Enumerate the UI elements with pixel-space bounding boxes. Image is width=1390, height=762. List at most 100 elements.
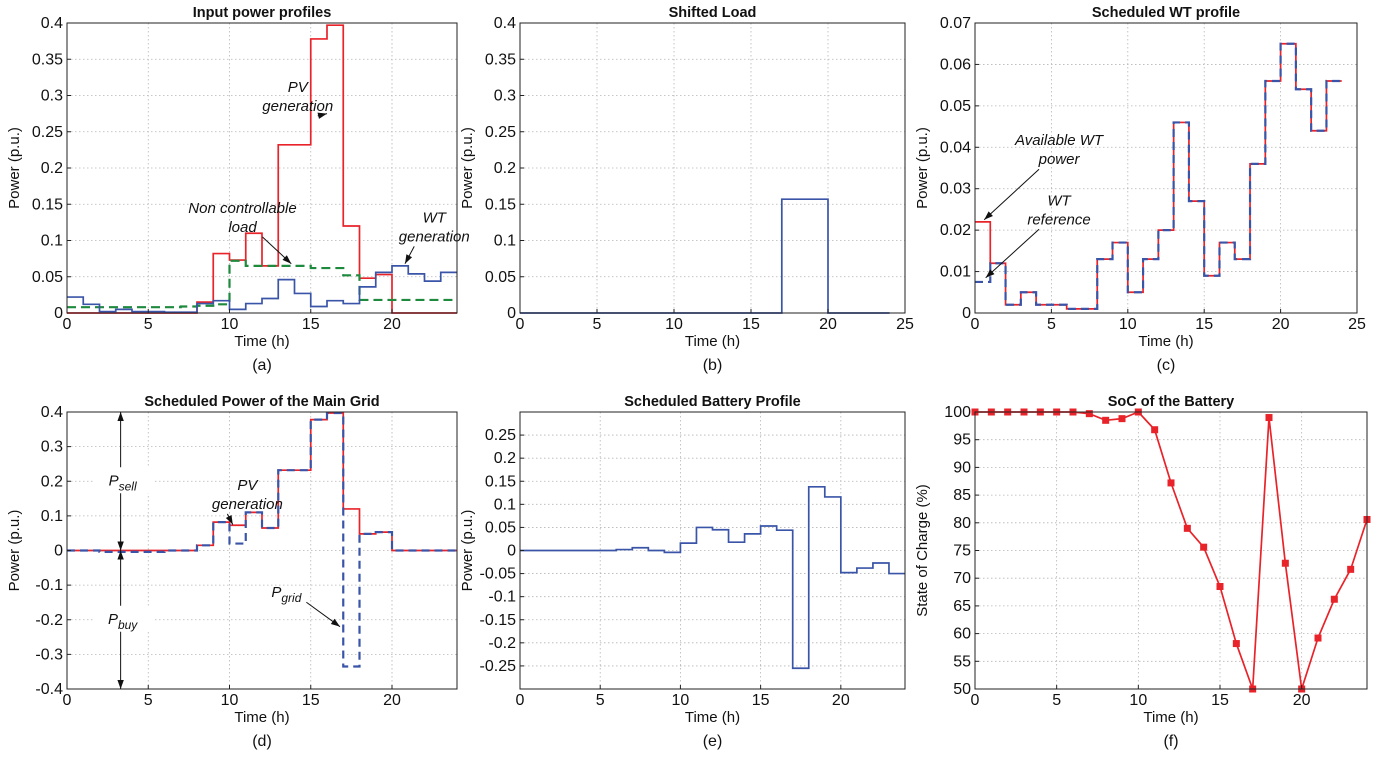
y-tick-label: 0: [507, 305, 516, 322]
range-label-background: [94, 467, 153, 494]
chart-title: Shifted Load: [669, 5, 757, 21]
chart-panel-c: 0 5 10 15 20 25 0 0.01 0.02 0.03 0.04 0.05 0.06 0.07 S…: [914, 5, 1366, 374]
y-tick-label: -0.2: [35, 612, 63, 629]
x-tick-label: 5: [1052, 692, 1061, 709]
x-axis-label: Time (h): [685, 333, 740, 350]
y-tick-label: 0.03: [940, 181, 971, 198]
y-axis-label: Power (p.u.): [6, 510, 23, 592]
y-tick-label: 0.07: [940, 15, 971, 32]
data-point-marker: [1183, 524, 1191, 532]
x-tick-label: 0: [971, 692, 980, 709]
x-tick-label: 0: [63, 316, 72, 333]
x-tick-label: 10: [1119, 316, 1137, 333]
annotation-arrow-head: [330, 618, 340, 627]
y-tick-label: 0.02: [940, 222, 971, 239]
x-axis-label: Time (h): [1138, 333, 1193, 350]
y-tick-label: 0.25: [32, 124, 63, 141]
y-tick-label: -0.15: [480, 612, 517, 629]
annotation-arrow-head: [225, 515, 233, 525]
x-axis-label: Time (h): [1143, 709, 1198, 726]
chart-panel-b: 0 5 10 15 20 25 0 0.05 0.1 0.15 0.2 0.25 0.3 0.35 0.4 S…: [459, 5, 914, 374]
range-label-background: [94, 605, 153, 632]
y-tick-label: -0.05: [480, 566, 517, 583]
y-tick-label: 0.35: [32, 51, 63, 68]
y-tick-label: 0.4: [41, 404, 63, 421]
y-tick-label: -0.25: [480, 658, 517, 675]
y-tick-label: 50: [953, 681, 971, 698]
annotation-text: Pgrid: [271, 584, 301, 605]
y-tick-label: 0.25: [485, 427, 516, 444]
x-tick-label: 5: [593, 316, 602, 333]
y-tick-label: 0.2: [41, 160, 63, 177]
y-tick-label: 0.04: [940, 139, 971, 156]
series-line-blue: [520, 485, 905, 670]
x-tick-label: 10: [221, 692, 239, 709]
annotation-arrow: [983, 168, 1040, 221]
y-tick-label: 0: [507, 543, 516, 560]
x-tick-label: 0: [516, 692, 525, 709]
y-tick-label: 0.3: [41, 88, 63, 105]
series-line-green: [67, 259, 457, 309]
panel-label: (e): [703, 733, 723, 750]
chart-panel-e: 0 5 10 15 20 -0.25 -0.2 -0.15 -0.1 -0.05 0 0.05 0.1 0…: [459, 394, 906, 750]
y-axis-label: Power (p.u.): [914, 127, 931, 209]
y-tick-label: 75: [953, 543, 971, 560]
y-tick-label: 0.2: [494, 160, 516, 177]
annotation-text: generation: [399, 228, 470, 245]
y-tick-label: 0.15: [485, 196, 516, 213]
x-tick-label: 10: [1129, 692, 1147, 709]
x-tick-label: 5: [144, 692, 153, 709]
annotation-arrow-head: [282, 255, 292, 264]
annotation-text: generation: [262, 98, 333, 115]
series-line-blue: [67, 265, 457, 314]
data-point-marker: [1265, 414, 1273, 422]
x-tick-label: 0: [63, 692, 72, 709]
y-tick-label: 55: [953, 653, 971, 670]
y-tick-label: -0.3: [35, 646, 63, 663]
chart-panel-a: 0 5 10 15 20 0 0.05 0.1 0.15 0.2 0.25 0.3 0.35 0.4 Inp…: [6, 5, 470, 374]
x-tick-label: 20: [832, 692, 850, 709]
panel-label: (a): [252, 357, 272, 374]
y-axis-label: Power (p.u.): [6, 127, 23, 209]
annotation-text: Non controllable: [188, 200, 296, 217]
chart-title: Input power profiles: [193, 5, 332, 21]
data-point-marker: [1281, 559, 1289, 567]
annotation-arrow-head: [405, 254, 413, 264]
annotation-text: power: [1038, 151, 1081, 168]
y-tick-label: 100: [944, 404, 971, 421]
annotation-text: WT: [423, 209, 448, 226]
annotation-text: PV: [237, 477, 259, 494]
annotation-arrow-head: [984, 211, 993, 220]
plot-area: [975, 23, 1357, 313]
range-label: Psell: [109, 472, 137, 493]
series-line-blue: [67, 411, 457, 668]
x-tick-label: 20: [1272, 316, 1290, 333]
chart-title: Scheduled Battery Profile: [624, 394, 800, 410]
y-tick-label: 70: [953, 570, 971, 587]
y-tick-label: 0: [54, 543, 63, 560]
y-tick-label: 0.05: [940, 98, 971, 115]
annotation-text: reference: [1027, 211, 1090, 228]
annotation-arrow: [985, 228, 1040, 279]
chart-panel-d: 0 5 10 15 20 -0.4 -0.3 -0.2 -0.1 0 0.1 0.2 0.3 0.4 Sch…: [6, 394, 458, 750]
panel-label: (d): [252, 733, 272, 750]
x-tick-label: 15: [302, 316, 320, 333]
annotation-text: Available WT: [1014, 132, 1105, 149]
data-point-marker: [1085, 410, 1093, 418]
y-tick-label: 0: [54, 305, 63, 322]
y-tick-label: 0.06: [940, 56, 971, 73]
annotation-arrow-head: [317, 112, 327, 119]
x-tick-label: 10: [665, 316, 683, 333]
chart-title: Scheduled Power of the Main Grid: [144, 394, 379, 410]
data-point-marker: [1347, 565, 1355, 573]
x-tick-label: 5: [144, 316, 153, 333]
x-tick-label: 25: [1348, 316, 1366, 333]
data-point-marker: [1200, 543, 1208, 551]
y-tick-label: 0.3: [494, 88, 516, 105]
y-tick-label: 0.01: [940, 264, 971, 281]
x-tick-label: 15: [742, 316, 760, 333]
y-tick-label: 0.1: [494, 233, 516, 250]
y-axis-label: State of Charge (%): [914, 484, 931, 617]
x-tick-label: 0: [971, 316, 980, 333]
